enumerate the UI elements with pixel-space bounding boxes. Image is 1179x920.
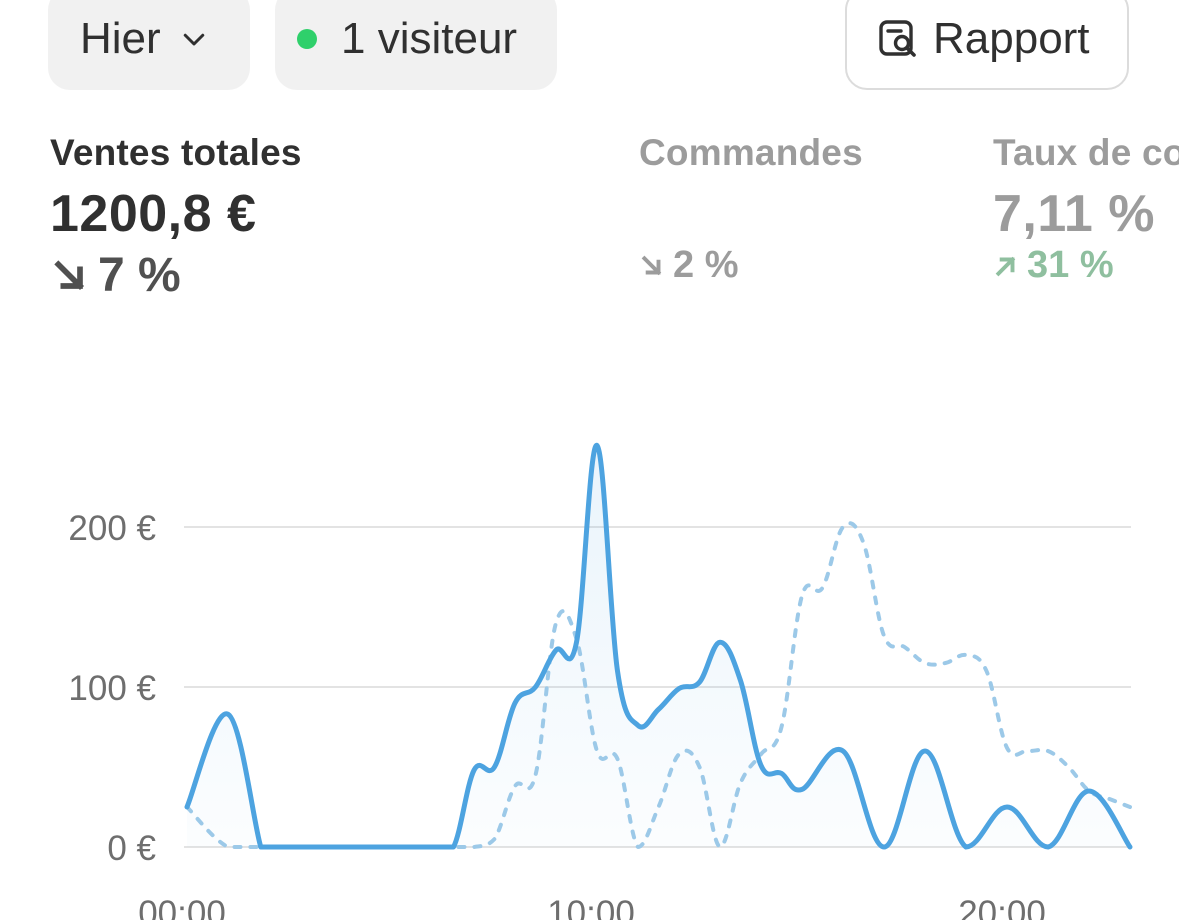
date-range-selector[interactable]: Hier — [48, 0, 250, 90]
metric-label: Taux de co — [993, 132, 1179, 173]
report-search-icon — [879, 20, 916, 57]
y-tick-label: 100 € — [68, 669, 156, 708]
y-tick-label: 0 € — [107, 829, 156, 868]
series-area-fill — [187, 445, 1130, 847]
metric-total-sales[interactable]: Ventes totales 1200,8 € 7 % — [50, 132, 302, 303]
arrow-up-right-icon — [995, 256, 1016, 276]
metric-change-value: 2 % — [673, 244, 739, 286]
comparison-series-line — [185, 521, 1132, 849]
current-series-line — [184, 442, 1133, 850]
report-button[interactable]: Rapport — [845, 0, 1129, 90]
x-tick-label: 20:00 — [958, 894, 1046, 920]
metric-label: Ventes totales — [50, 132, 302, 173]
arrow-down-right-icon — [641, 255, 662, 275]
report-label: Rapport — [933, 14, 1090, 63]
x-tick-label: 00:00 — [138, 894, 226, 920]
metric-value: 1200,8 € — [50, 185, 257, 243]
metric-change-value: 7 % — [98, 249, 181, 302]
live-visitors-button[interactable]: 1 visiteur — [275, 0, 557, 90]
metric-orders[interactable]: Commandes 2 % — [639, 132, 863, 287]
visitors-label: 1 visiteur — [341, 14, 518, 63]
metric-label: Commandes — [639, 132, 863, 173]
metric-change: 31 % — [993, 244, 1179, 287]
arrow-down-right-icon — [54, 259, 85, 290]
sales-line-chart: 0 € 100 € 200 € 00:00 10:00 20:00 — [68, 442, 1133, 920]
metric-value — [639, 184, 863, 244]
date-range-label: Hier — [80, 14, 161, 63]
x-tick-label: 10:00 — [547, 894, 635, 920]
metric-change: 2 % — [639, 244, 863, 287]
chevron-down-icon — [183, 33, 204, 46]
metric-conversion-rate[interactable]: Taux de co 7,11 % 31 % — [993, 132, 1179, 287]
metric-value: 7,11 % — [993, 185, 1156, 243]
y-tick-label: 200 € — [68, 509, 156, 548]
metric-change: 7 % — [50, 248, 302, 303]
metric-change-value: 31 % — [1027, 244, 1114, 286]
live-status-dot — [297, 29, 317, 49]
